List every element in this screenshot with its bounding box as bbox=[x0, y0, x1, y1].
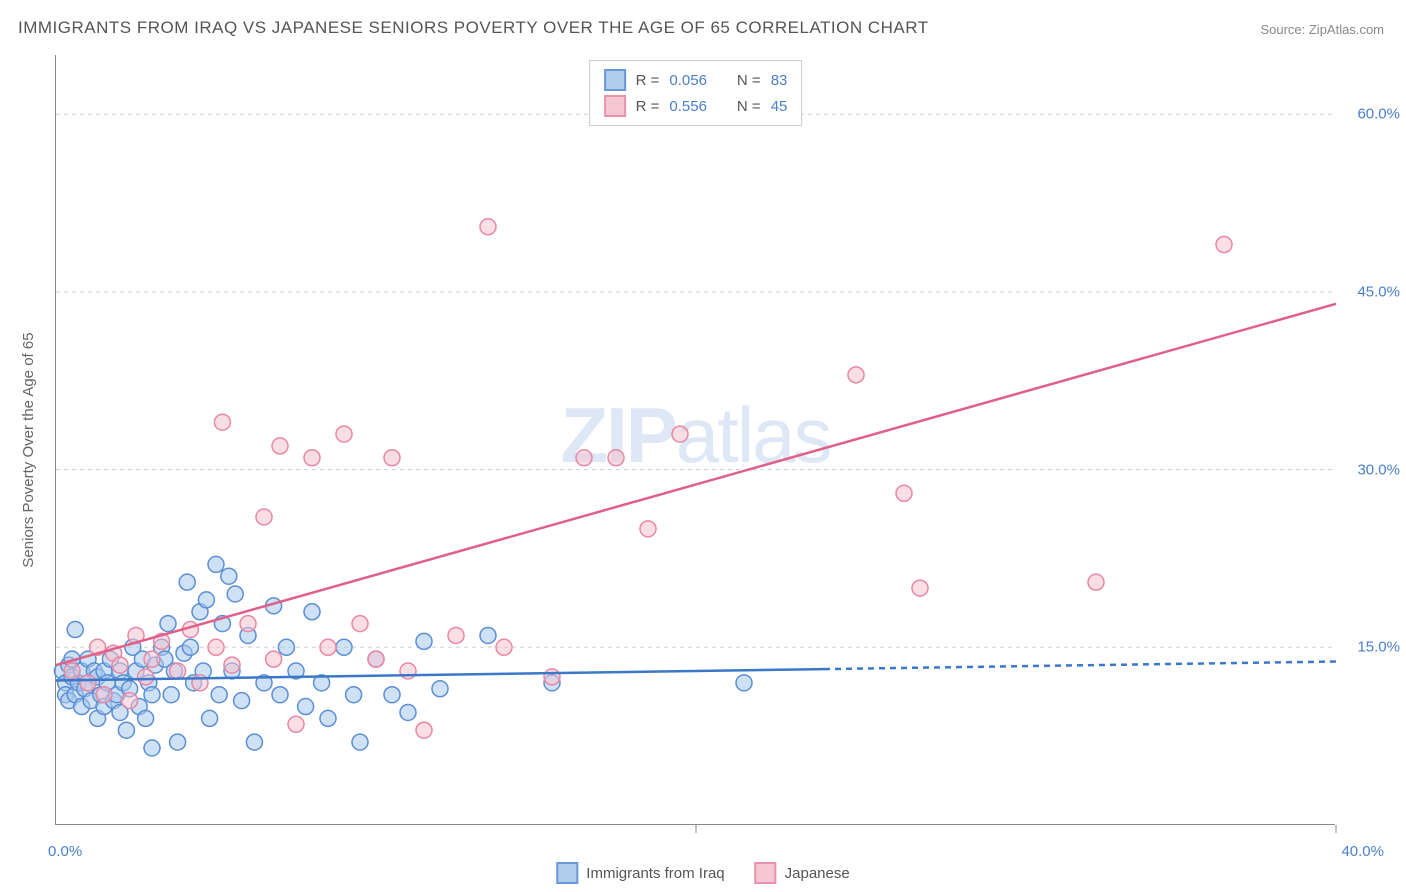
n-value-series2: 45 bbox=[771, 98, 788, 115]
y-tick-label: 15.0% bbox=[1357, 639, 1400, 656]
r-label: R = bbox=[636, 72, 660, 89]
x-tick-label-min: 0.0% bbox=[48, 843, 82, 860]
legend-row-series1: R = 0.056 N = 83 bbox=[604, 67, 788, 93]
y-tick-label: 60.0% bbox=[1357, 106, 1400, 123]
n-label: N = bbox=[737, 98, 761, 115]
y-axis-label: Seniors Poverty Over the Age of 65 bbox=[20, 332, 37, 567]
n-label: N = bbox=[737, 72, 761, 89]
legend-swatch-series2 bbox=[755, 862, 777, 884]
r-value-series1: 0.056 bbox=[669, 72, 707, 89]
y-tick-label: 45.0% bbox=[1357, 283, 1400, 300]
r-value-series2: 0.556 bbox=[669, 98, 707, 115]
legend-item-series2: Japanese bbox=[755, 862, 850, 884]
series-legend: Immigrants from Iraq Japanese bbox=[556, 862, 849, 884]
correlation-legend: R = 0.056 N = 83 R = 0.556 N = 45 bbox=[589, 60, 803, 126]
plot-area: ZIPatlas R = 0.056 N = 83 R = 0.556 N = … bbox=[55, 55, 1335, 825]
legend-row-series2: R = 0.556 N = 45 bbox=[604, 93, 788, 119]
chart-title: IMMIGRANTS FROM IRAQ VS JAPANESE SENIORS… bbox=[18, 18, 929, 38]
legend-swatch-series2 bbox=[604, 95, 626, 117]
legend-item-series1: Immigrants from Iraq bbox=[556, 862, 724, 884]
legend-label-series2: Japanese bbox=[785, 865, 850, 882]
scatter-plot-svg bbox=[56, 55, 1335, 824]
chart-container: IMMIGRANTS FROM IRAQ VS JAPANESE SENIORS… bbox=[0, 0, 1406, 892]
x-tick-label-max: 40.0% bbox=[1341, 843, 1384, 860]
legend-swatch-series1 bbox=[556, 862, 578, 884]
n-value-series1: 83 bbox=[771, 72, 788, 89]
legend-label-series1: Immigrants from Iraq bbox=[586, 865, 724, 882]
r-label: R = bbox=[636, 98, 660, 115]
y-tick-label: 30.0% bbox=[1357, 461, 1400, 478]
legend-swatch-series1 bbox=[604, 69, 626, 91]
source-attribution: Source: ZipAtlas.com bbox=[1260, 22, 1384, 37]
